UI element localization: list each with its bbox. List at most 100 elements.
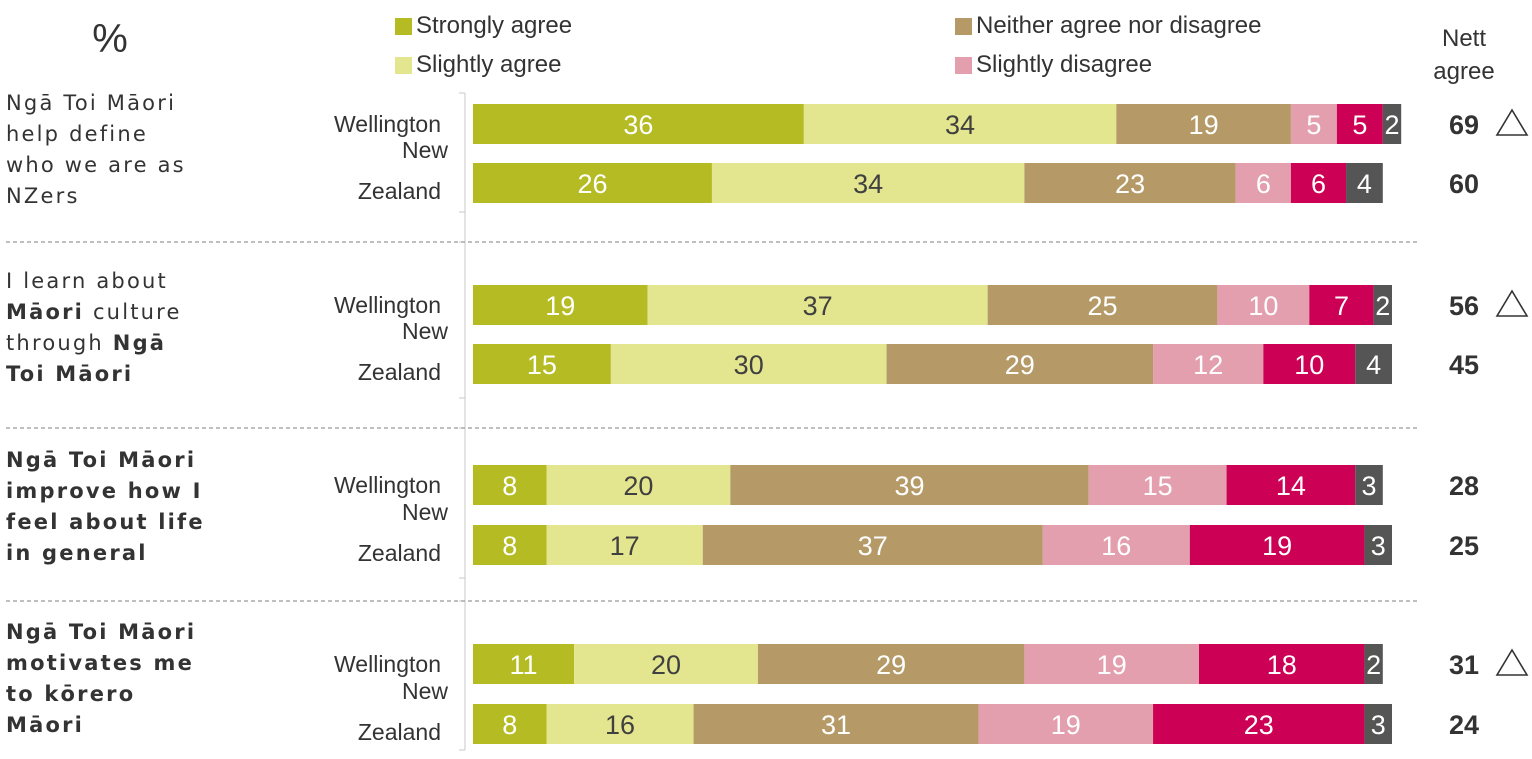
- bar-segment: [1290, 104, 1337, 144]
- data-label: 36: [623, 110, 653, 140]
- category-label: New: [402, 137, 448, 163]
- data-label: 19: [545, 291, 575, 321]
- nett-header: Nett: [1442, 25, 1486, 52]
- data-label: 3: [1371, 710, 1386, 740]
- bar-segment: [473, 285, 648, 325]
- question-label-line: through Ngā: [6, 328, 266, 359]
- bar-segment: [610, 344, 887, 384]
- question-label-line: improve how I: [6, 476, 266, 507]
- unit-label: %: [92, 17, 128, 61]
- legend-swatch: [955, 18, 972, 35]
- category-label: Wellington: [334, 651, 441, 677]
- bar-segment: [1309, 285, 1374, 325]
- bar-segment: [574, 644, 758, 684]
- bar-segment: [1024, 644, 1200, 684]
- question-label-line: help define: [6, 119, 266, 150]
- question-label-text: improve how I: [6, 479, 203, 503]
- bar-segment: [1189, 525, 1365, 565]
- question-label-text: help define: [6, 122, 148, 146]
- data-label: 20: [623, 471, 653, 501]
- bar-segment: [473, 465, 547, 505]
- data-label: 2: [1384, 110, 1399, 140]
- data-label: 39: [895, 471, 925, 501]
- bar-segment: [1346, 163, 1383, 203]
- bar-segment: [757, 644, 1025, 684]
- bar-segment: [987, 285, 1218, 325]
- data-label: 12: [1193, 350, 1223, 380]
- significance-triangle-icon: [1495, 289, 1529, 317]
- significance-triangle-icon: [1495, 648, 1529, 676]
- bar-segment: [693, 704, 979, 744]
- nett-value: 24: [1449, 710, 1479, 740]
- data-label: 19: [1051, 710, 1081, 740]
- bar-segment: [473, 704, 547, 744]
- data-label: 26: [577, 169, 607, 199]
- data-label: 8: [502, 531, 517, 561]
- data-label: 16: [605, 710, 635, 740]
- data-label: 19: [1262, 531, 1292, 561]
- bar-segment: [978, 704, 1154, 744]
- data-label: 2: [1375, 291, 1390, 321]
- nett-value: 25: [1449, 531, 1479, 561]
- nett-value: 56: [1449, 291, 1479, 321]
- question-label-line: Toi Māori: [6, 359, 266, 390]
- bar-segment: [546, 465, 731, 505]
- question-label-line: feel about life: [6, 507, 266, 538]
- data-label: 37: [803, 291, 833, 321]
- bar-segment: [1116, 104, 1291, 144]
- data-label: 5: [1306, 110, 1321, 140]
- bar-segment: [1364, 644, 1383, 684]
- bar-segment: [1153, 344, 1264, 384]
- data-label: 3: [1371, 531, 1386, 561]
- data-label: 10: [1248, 291, 1278, 321]
- bar-segment: [1364, 525, 1392, 565]
- question-label-text: who we are as: [6, 153, 186, 177]
- bar-segment: [1355, 465, 1383, 505]
- category-label: Wellington: [334, 292, 441, 318]
- bar-segment: [546, 525, 703, 565]
- data-label: 17: [610, 531, 640, 561]
- question-label-line: Ngā Toi Māori: [6, 445, 266, 476]
- data-label: 25: [1087, 291, 1117, 321]
- question-label-text: Toi Māori: [6, 362, 134, 386]
- question-label-line: Ngā Toi Māori: [6, 617, 266, 648]
- legend-label: Strongly agree: [416, 12, 572, 39]
- bar-segment: [803, 104, 1117, 144]
- data-label: 37: [858, 531, 888, 561]
- significance-triangle-icon: [1495, 108, 1529, 136]
- question-label-line: I learn about: [6, 266, 266, 297]
- data-label: 14: [1276, 471, 1306, 501]
- data-label: 8: [502, 471, 517, 501]
- nett-value: 69: [1449, 110, 1479, 140]
- question-label-text: NZers: [6, 184, 80, 208]
- question-label-text: to kōrero: [6, 682, 136, 706]
- bar-segment: [702, 525, 1043, 565]
- question-label: Ngā Toi Māori motivates me to kōrero Māori: [6, 617, 266, 741]
- data-label: 15: [1143, 471, 1173, 501]
- legend-label: Slightly disagree: [976, 51, 1152, 78]
- question-label-line: in general: [6, 538, 266, 569]
- question-label-text: feel about life: [6, 510, 205, 534]
- data-label: 34: [853, 169, 883, 199]
- bar-segment: [473, 163, 712, 203]
- data-label: 4: [1366, 350, 1381, 380]
- legend-swatch: [395, 57, 412, 74]
- question-label-line: to kōrero: [6, 679, 266, 710]
- legend-swatch: [395, 18, 412, 35]
- category-label: Zealand: [358, 359, 441, 385]
- bar-segment: [1364, 704, 1392, 744]
- category-label: Zealand: [358, 178, 441, 204]
- question-label-text: Māori: [6, 300, 85, 324]
- category-label: New: [402, 499, 448, 525]
- question-label-text: culture: [84, 300, 182, 324]
- data-label: 6: [1256, 169, 1271, 199]
- data-label: 2: [1366, 650, 1381, 680]
- bar-segment: [1042, 525, 1190, 565]
- data-label: 23: [1115, 169, 1145, 199]
- question-label-text: motivates me: [6, 651, 195, 675]
- question-label-text: Ngā Toi Māori: [6, 620, 197, 644]
- question-label-text: Ngā Toi Māori: [6, 91, 177, 115]
- question-label-text: Ngā Toi Māori: [6, 448, 197, 472]
- category-label: Wellington: [334, 111, 441, 137]
- bar-segment: [1153, 704, 1365, 744]
